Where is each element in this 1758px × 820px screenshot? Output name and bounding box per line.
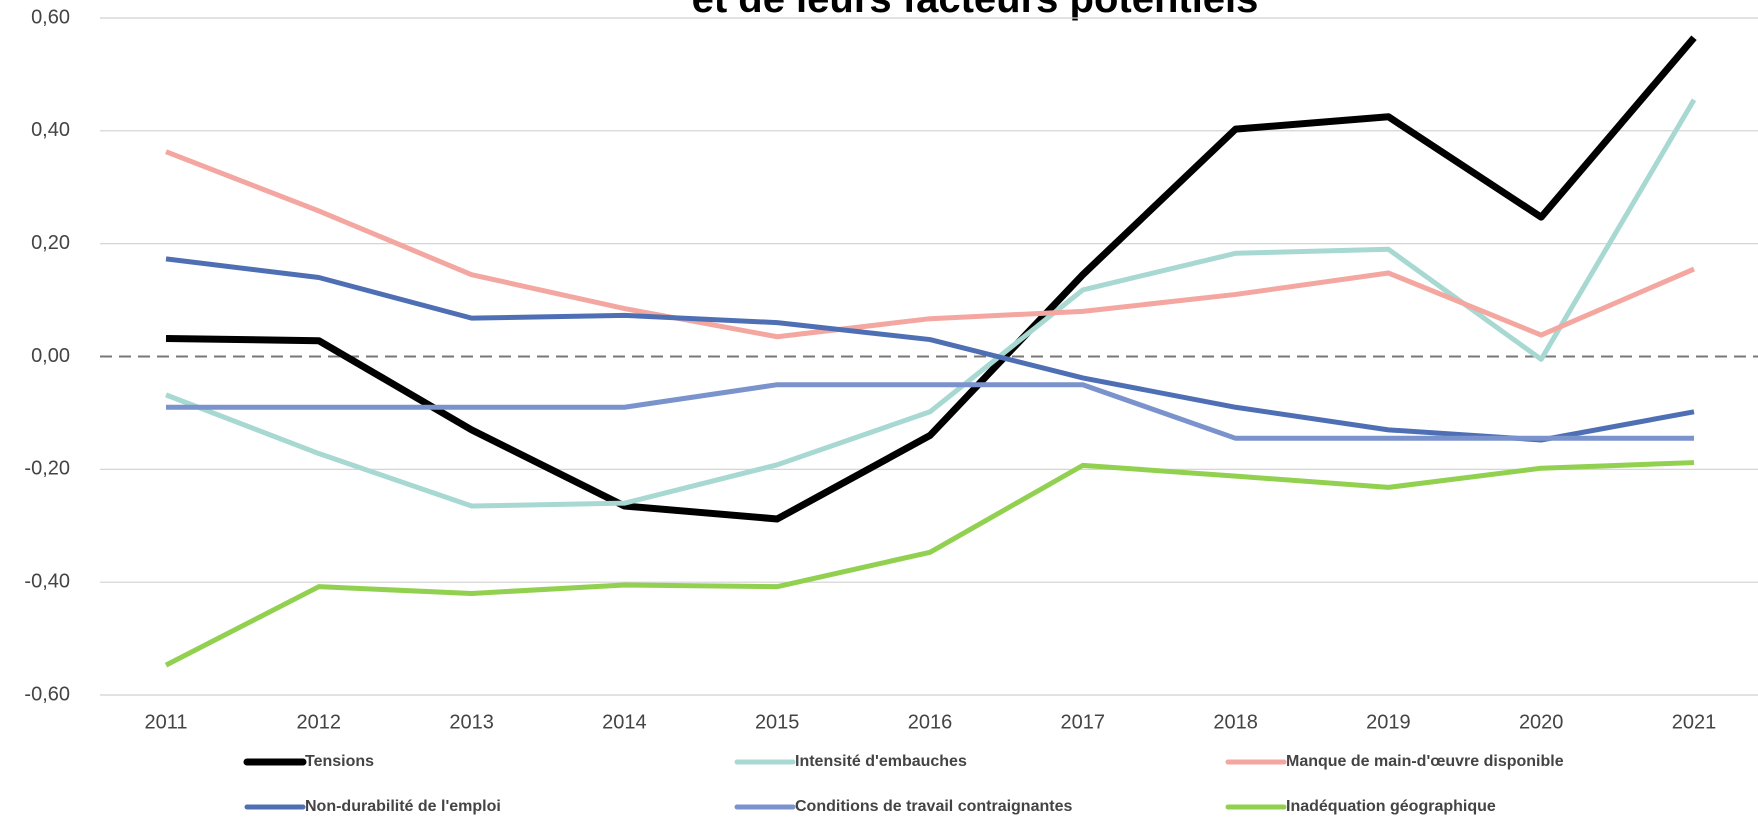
legend-label: Intensité d'embauches — [795, 753, 967, 770]
x-tick-label: 2020 — [1519, 711, 1564, 733]
x-tick-label: 2017 — [1061, 711, 1106, 733]
y-tick-label: 0,00 — [31, 345, 70, 367]
y-tick-label: -0,40 — [24, 570, 70, 592]
x-tick-label: 2018 — [1213, 711, 1258, 733]
series-line — [165, 256, 1695, 443]
x-tick-label: 2012 — [297, 711, 342, 733]
y-tick-label: -0,60 — [24, 683, 70, 705]
series-line — [164, 460, 1695, 668]
y-tick-label: 0,20 — [31, 232, 70, 254]
x-tick-label: 2013 — [449, 711, 494, 733]
series-line — [165, 98, 1697, 509]
x-tick-label: 2021 — [1672, 711, 1717, 733]
x-tick-label: 2016 — [908, 711, 953, 733]
series-line — [165, 35, 1697, 523]
y-tick-label: -0,20 — [24, 458, 70, 480]
legend-label: Manque de main-d'œuvre disponible — [1286, 753, 1564, 770]
x-tick-label: 2015 — [755, 711, 800, 733]
y-tick-label: 0,60 — [31, 6, 70, 28]
x-tick-label: 2014 — [602, 711, 647, 733]
legend-label: Non-durabilité de l'emploi — [305, 798, 501, 815]
legend-label: Conditions de travail contraignantes — [795, 798, 1072, 815]
x-tick-label: 2011 — [144, 711, 187, 733]
series-line — [166, 382, 1694, 441]
chart-title: et de leurs facteurs potentiels — [692, 0, 1259, 21]
legend-label: Tensions — [305, 753, 374, 770]
series-line — [165, 149, 1695, 340]
legend-label: Inadéquation géographique — [1286, 798, 1496, 815]
x-tick-label: 2019 — [1366, 711, 1411, 733]
y-tick-label: 0,40 — [31, 119, 70, 141]
